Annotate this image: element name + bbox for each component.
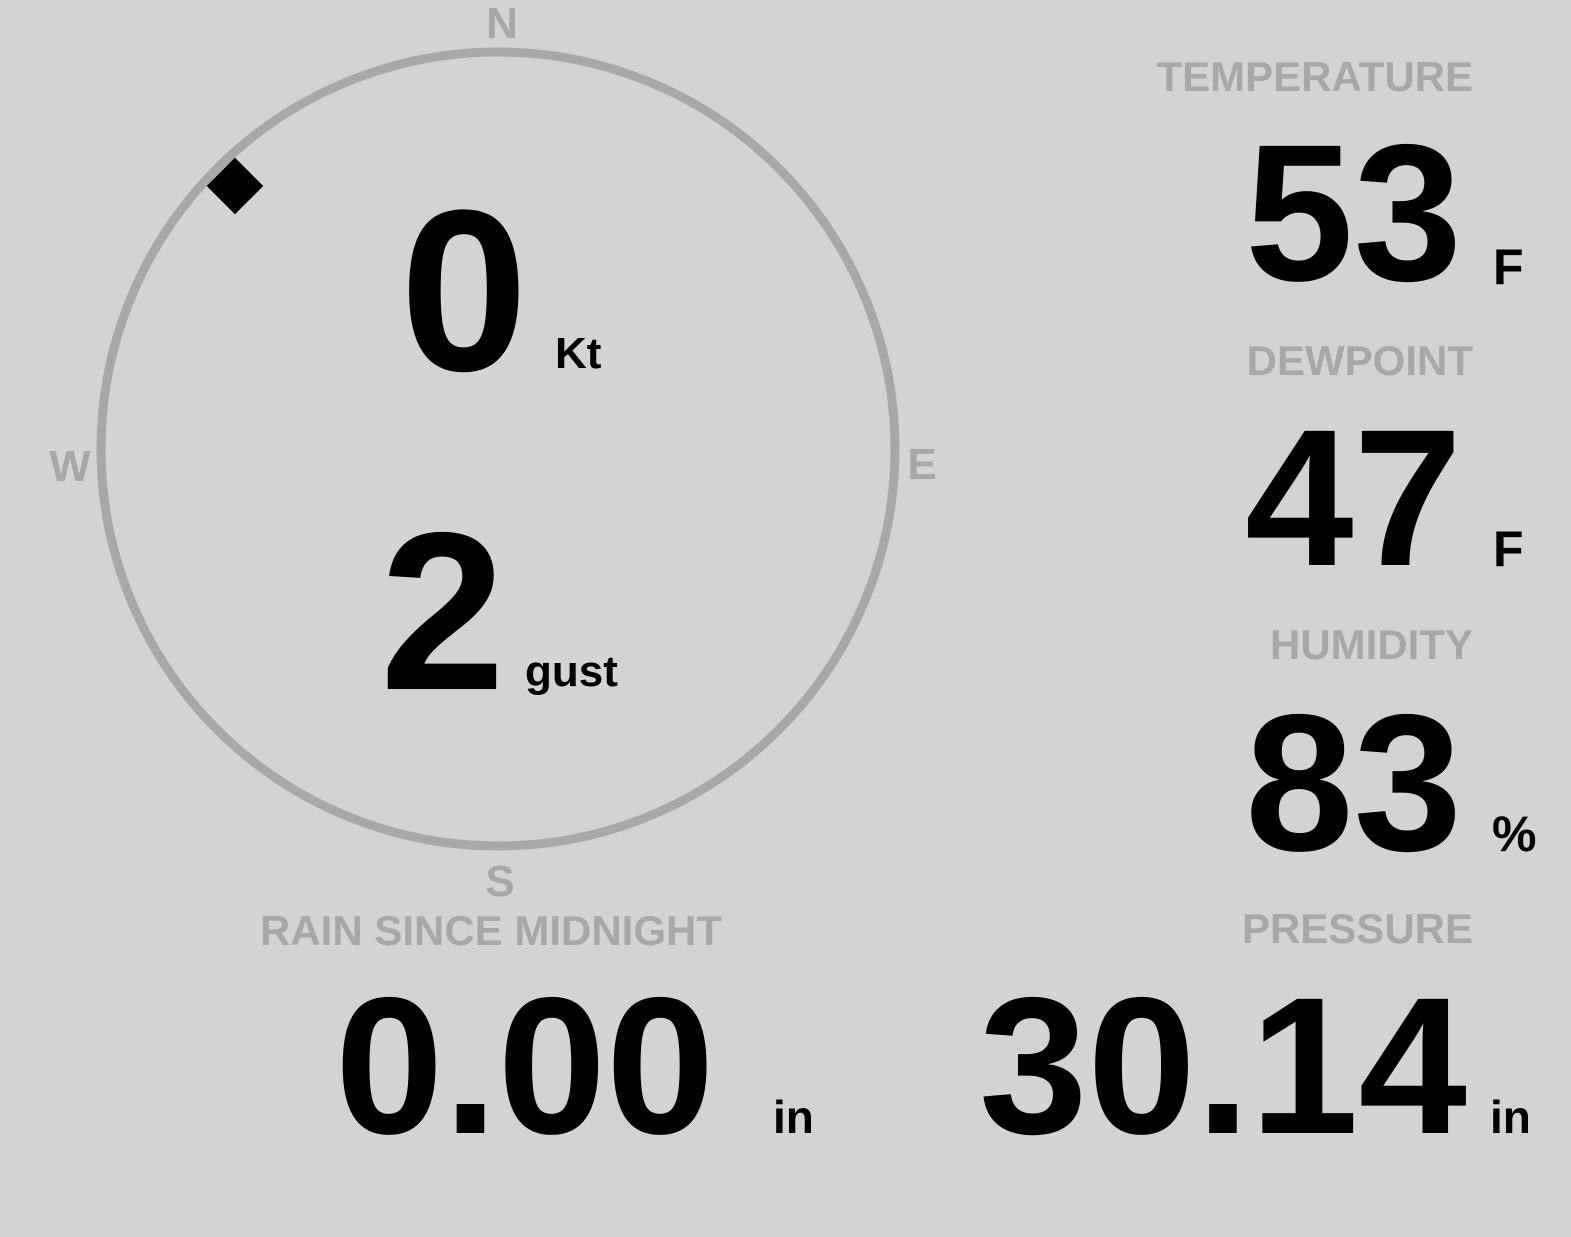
compass-ring — [96, 47, 900, 851]
temperature-unit: F — [1493, 239, 1524, 295]
compass-east-label: E — [907, 440, 937, 489]
humidity-value: 83 — [1245, 674, 1462, 892]
humidity-unit: % — [1492, 806, 1537, 862]
compass-west-label: W — [49, 442, 91, 491]
temperature-label: TEMPERATURE — [1156, 53, 1473, 100]
rain-label: RAIN SINCE MIDNIGHT — [260, 907, 722, 954]
dewpoint-value: 47 — [1245, 389, 1462, 607]
rain-unit: in — [773, 1091, 814, 1143]
temperature-value: 53 — [1245, 104, 1462, 322]
pressure-label: PRESSURE — [1241, 905, 1473, 952]
wind-speed-value: 0 — [400, 162, 528, 419]
humidity-label: HUMIDITY — [1270, 621, 1473, 668]
rain-value: 0.00 — [335, 957, 715, 1175]
dewpoint-label: DEWPOINT — [1246, 337, 1473, 384]
compass-north-label: N — [486, 0, 518, 48]
dewpoint-unit: F — [1493, 521, 1524, 577]
gust-unit: gust — [525, 647, 618, 696]
pressure-value: 30.14 — [979, 957, 1467, 1175]
pressure-unit: in — [1490, 1091, 1531, 1143]
compass-south-label: S — [485, 857, 515, 906]
wind-direction-marker — [206, 157, 264, 215]
wind-speed-unit: Kt — [555, 329, 602, 378]
gust-value: 2 — [380, 485, 506, 737]
